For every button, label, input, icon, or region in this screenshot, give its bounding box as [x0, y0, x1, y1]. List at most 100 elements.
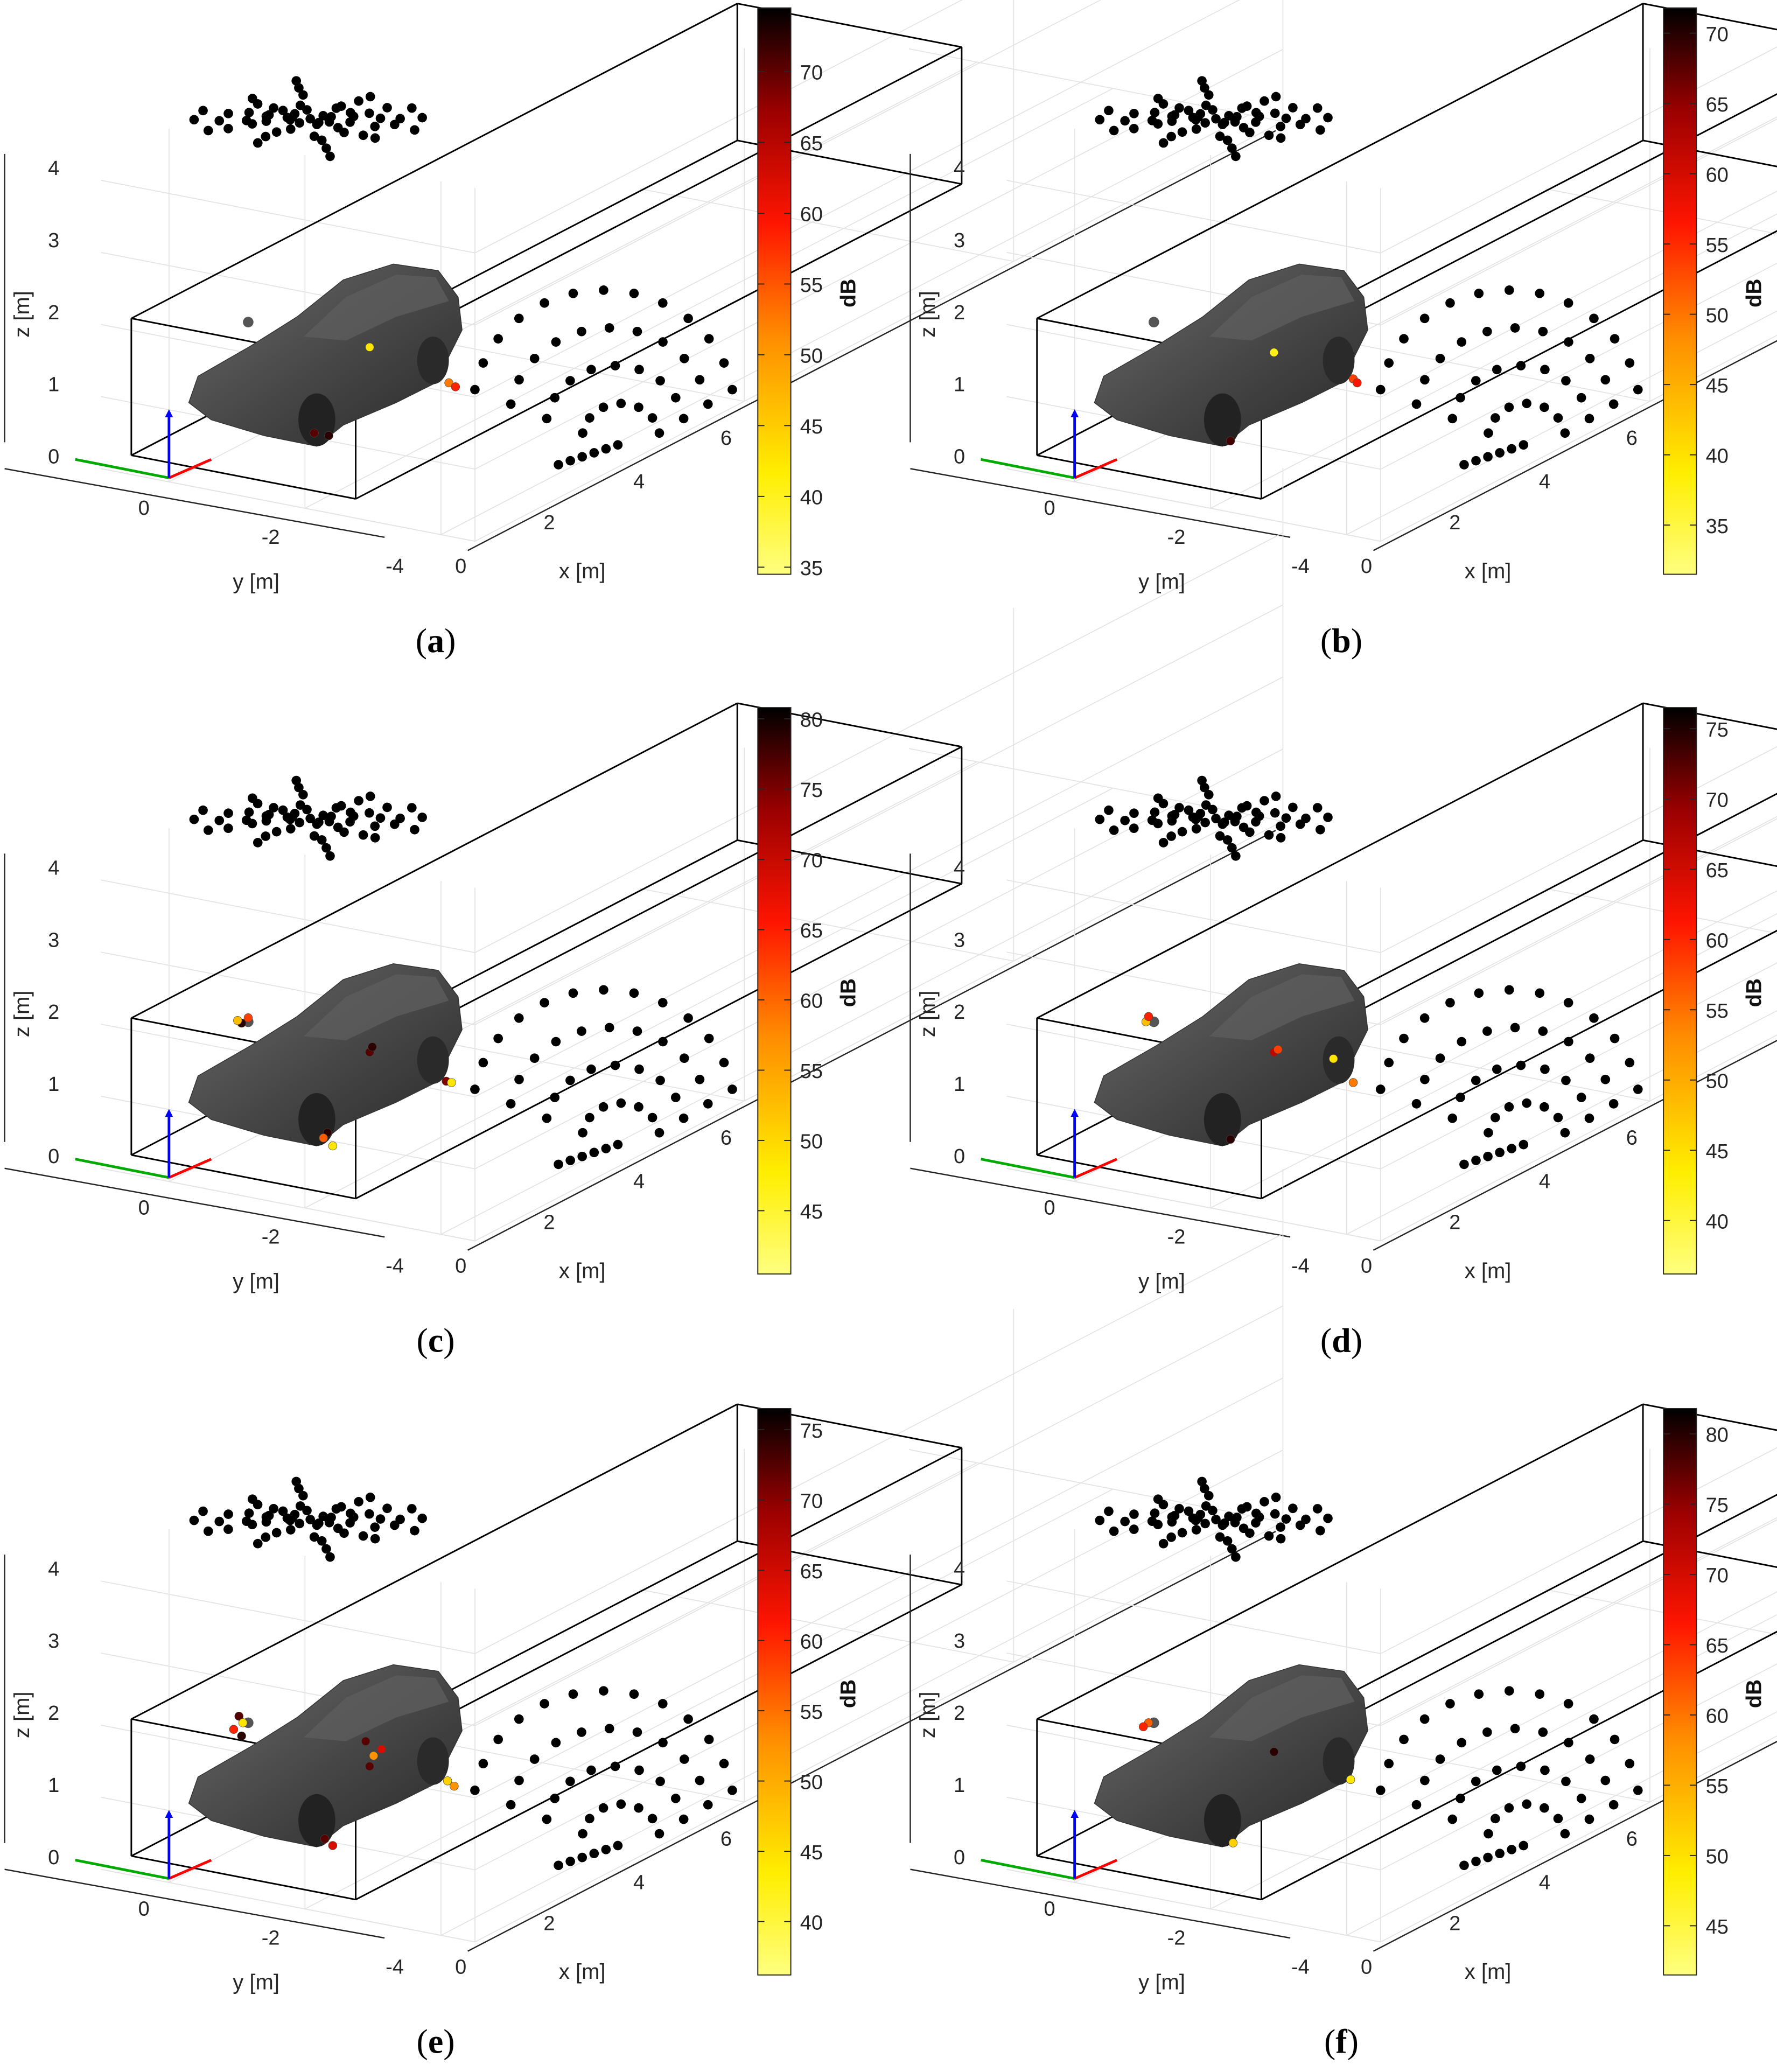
mic-ceiling: [309, 131, 319, 141]
y-axis-label: y [m]: [233, 1270, 279, 1293]
z-tick-label: 1: [954, 374, 965, 396]
y-axis-label: y [m]: [1138, 1971, 1185, 1994]
mic-ceiling: [1167, 1517, 1177, 1527]
mic-side: [1495, 1849, 1505, 1859]
mic-side: [704, 1734, 714, 1745]
mic-side: [585, 1814, 594, 1824]
microphone-arrays: [1095, 775, 1643, 1170]
grid: [101, 0, 1284, 542]
mic-ceiling: [1288, 1503, 1298, 1514]
mic-side: [1589, 1714, 1599, 1724]
mic-ceiling: [375, 1514, 386, 1524]
mic-ceiling: [336, 1502, 346, 1512]
mic-side: [577, 1727, 586, 1737]
mic-side: [1447, 414, 1458, 424]
panel-a: [4, 0, 1284, 575]
mic-side: [1576, 1093, 1586, 1102]
mic-side: [727, 1084, 737, 1094]
mic-side: [550, 1794, 560, 1803]
mic-side: [1584, 414, 1594, 424]
source-point: [328, 1841, 338, 1850]
mic-side: [1600, 375, 1611, 385]
mic-side: [1375, 1084, 1386, 1094]
gridline-y-floor: [1346, 310, 1777, 535]
mic-ceiling: [1276, 821, 1285, 831]
mic-side: [1584, 1113, 1594, 1123]
mic-side: [1610, 1734, 1620, 1745]
panel-d: [910, 702, 1777, 1275]
source-point: [369, 1751, 379, 1760]
z-axis-label: z [m]: [10, 991, 34, 1038]
mic-ceiling: [1129, 1509, 1139, 1519]
colorbar-tick-label: 55: [800, 1701, 823, 1724]
microphone-arrays: [1095, 1476, 1643, 1871]
mic-side: [1411, 399, 1422, 409]
mic-ceiling: [1150, 807, 1160, 817]
mic-ceiling: [1129, 823, 1139, 834]
source-point: [328, 1141, 338, 1151]
z-tick-label: 4: [954, 1558, 965, 1580]
y-axis-line: [910, 468, 1291, 538]
mic-side: [1538, 1727, 1548, 1737]
mic-ceiling: [295, 1501, 305, 1511]
mic-side: [679, 1053, 689, 1063]
colorbar-tick-label: 55: [800, 1060, 823, 1083]
mic-side: [470, 1084, 480, 1094]
mic-side: [601, 444, 611, 454]
gridline-z: [1006, 1447, 1777, 1654]
x-tick-label: 6: [720, 1127, 732, 1150]
colorbar: [757, 1408, 792, 1976]
axes-3d: [4, 0, 1284, 551]
mic-side: [1457, 1037, 1467, 1047]
mic-side: [1456, 1794, 1465, 1803]
mic-ceiling: [407, 103, 417, 113]
mic-side: [1519, 440, 1529, 450]
x-axis-label: x [m]: [1465, 559, 1512, 583]
caption-letter: d: [1332, 1321, 1351, 1360]
mic-ceiling: [1232, 1513, 1242, 1522]
side-mirror: [243, 317, 254, 328]
z-tick-label: 2: [954, 1702, 965, 1725]
origin-triad: [75, 1810, 212, 1880]
mic-ceiling: [345, 1518, 355, 1528]
mic-ceiling: [1276, 122, 1285, 131]
mic-side: [1608, 1099, 1619, 1109]
mic-side: [493, 1033, 503, 1044]
axes-3d: [910, 1403, 1777, 1952]
mic-side: [1491, 1814, 1500, 1824]
source-points: [233, 1013, 456, 1151]
mic-ceiling: [203, 825, 213, 835]
mic-side: [657, 998, 668, 1007]
mic-side: [568, 1689, 578, 1699]
mic-side: [719, 358, 729, 368]
z-tick-label: 0: [954, 1846, 965, 1869]
x-axis-line: [467, 1530, 1276, 1952]
mic-side: [1633, 1084, 1643, 1094]
triad-y: [981, 1859, 1075, 1880]
x-axis-label: x [m]: [559, 559, 606, 583]
gridline-z: [1006, 118, 1777, 326]
mic-ceiling: [1224, 1511, 1234, 1521]
mic-ceiling: [365, 1492, 375, 1502]
colorbar-tick-label: 75: [1706, 1494, 1729, 1517]
triad-z-arrow: [165, 1810, 173, 1818]
mic-side: [506, 399, 516, 409]
mic-ceiling: [1129, 123, 1139, 134]
mic-ceiling: [1177, 127, 1187, 137]
source-point: [443, 1776, 452, 1786]
colorbar-tick-label: 70: [1706, 1565, 1729, 1587]
colorbar-tick-label: 45: [800, 416, 823, 438]
mic-ceiling: [317, 1536, 327, 1546]
gridline-y-floor: [1346, 1711, 1777, 1936]
mic-ceiling: [1104, 106, 1114, 116]
gridline-y-floor: [1210, 913, 1777, 1209]
mic-ceiling: [365, 1509, 374, 1519]
mic-ceiling: [253, 1538, 263, 1549]
car-model: [188, 1664, 463, 1847]
mic-side: [1447, 1113, 1458, 1123]
colorbar-tick-label: 60: [1706, 929, 1729, 952]
y-tick-label: -4: [1291, 1255, 1310, 1277]
mic-side: [1447, 1814, 1458, 1824]
mic-side: [478, 1058, 488, 1068]
mic-ceiling: [198, 805, 208, 815]
